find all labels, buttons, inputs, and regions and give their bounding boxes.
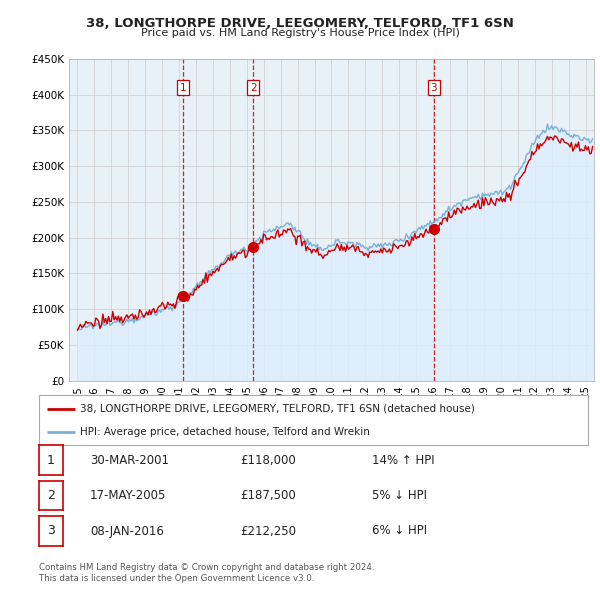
Text: 6% ↓ HPI: 6% ↓ HPI — [372, 525, 427, 537]
Text: 17-MAY-2005: 17-MAY-2005 — [90, 489, 166, 502]
Text: 08-JAN-2016: 08-JAN-2016 — [90, 525, 164, 537]
Text: 3: 3 — [47, 525, 55, 537]
Text: £212,250: £212,250 — [240, 525, 296, 537]
Text: £118,000: £118,000 — [240, 454, 296, 467]
Text: 3: 3 — [430, 83, 437, 93]
Text: This data is licensed under the Open Government Licence v3.0.: This data is licensed under the Open Gov… — [39, 573, 314, 583]
Text: 1: 1 — [180, 83, 187, 93]
Text: 14% ↑ HPI: 14% ↑ HPI — [372, 454, 434, 467]
Text: 1: 1 — [47, 454, 55, 467]
Text: HPI: Average price, detached house, Telford and Wrekin: HPI: Average price, detached house, Telf… — [80, 427, 370, 437]
Text: 5% ↓ HPI: 5% ↓ HPI — [372, 489, 427, 502]
Text: Contains HM Land Registry data © Crown copyright and database right 2024.: Contains HM Land Registry data © Crown c… — [39, 563, 374, 572]
Text: 30-MAR-2001: 30-MAR-2001 — [90, 454, 169, 467]
Text: 2: 2 — [250, 83, 256, 93]
Text: Price paid vs. HM Land Registry's House Price Index (HPI): Price paid vs. HM Land Registry's House … — [140, 28, 460, 38]
Text: 38, LONGTHORPE DRIVE, LEEGOMERY, TELFORD, TF1 6SN: 38, LONGTHORPE DRIVE, LEEGOMERY, TELFORD… — [86, 17, 514, 30]
Text: 38, LONGTHORPE DRIVE, LEEGOMERY, TELFORD, TF1 6SN (detached house): 38, LONGTHORPE DRIVE, LEEGOMERY, TELFORD… — [80, 404, 475, 414]
Text: £187,500: £187,500 — [240, 489, 296, 502]
Text: 2: 2 — [47, 489, 55, 502]
